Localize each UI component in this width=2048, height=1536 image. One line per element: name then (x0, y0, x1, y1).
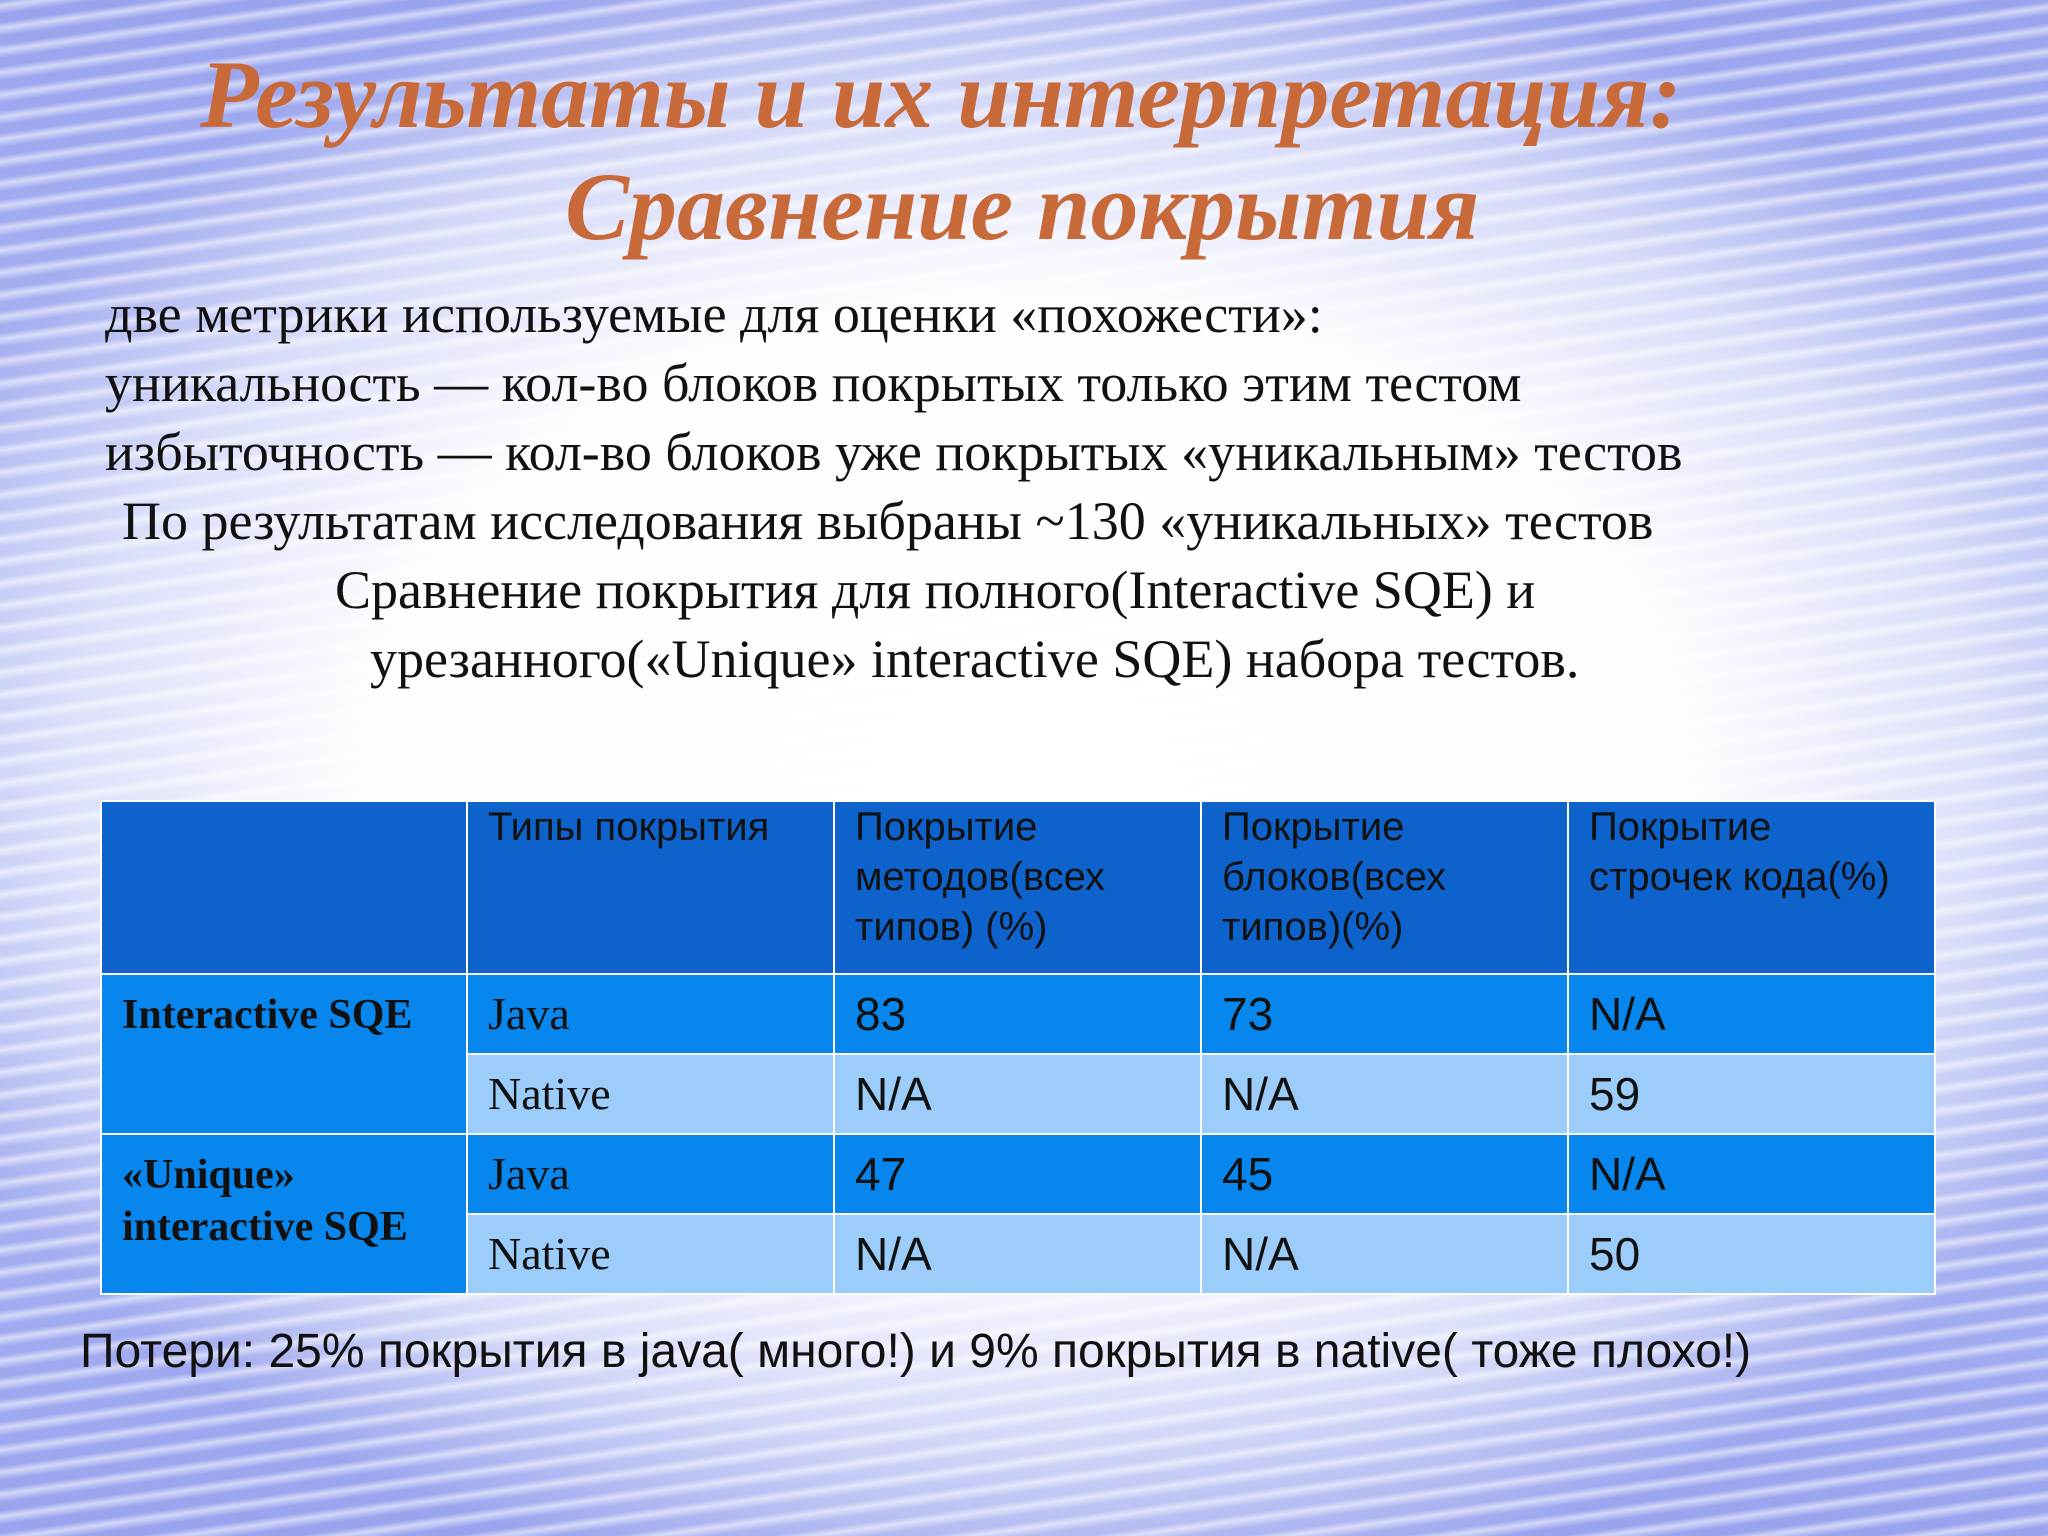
body-text-line: урезанного(«Unique» interactive SQE) наб… (370, 629, 1580, 689)
footer-summary: Потери: 25% покрытия в java( много!) и 9… (80, 1325, 1752, 1378)
table-row: Native N/A N/A 50 (101, 1213, 1936, 1295)
methods-cell: 83 (833, 973, 1202, 1055)
type-cell: Native (466, 1213, 835, 1295)
methods-cell: N/A (833, 1053, 1202, 1135)
blocks-cell: 73 (1200, 973, 1569, 1055)
table-row: Interactive SQE Java 83 73 N/A (100, 973, 1936, 1135)
table-row: Native N/A N/A 59 (101, 1053, 1936, 1135)
group-label-interactive-sqe: Interactive SQE (100, 973, 468, 1135)
slide-title-line2: Сравнение покрытия (565, 153, 1480, 260)
slide-title-line1: Результаты и их интерпретация: (200, 41, 1682, 148)
body-text-line: Сравнение покрытия для полного(Interacti… (335, 560, 1536, 620)
header-cell-blank (100, 800, 468, 975)
lines-cell: N/A (1567, 1133, 1936, 1215)
group-label-unique-sqe: «Unique» interactive SQE (100, 1133, 468, 1295)
table-header-row: Типы покрытия Покрытие методов(всех типо… (100, 800, 1936, 975)
type-cell: Native (466, 1053, 835, 1135)
header-cell-methods: Покрытие методов(всех типов) (%) (833, 800, 1202, 975)
header-cell-lines: Покрытие строчек кода(%) (1567, 800, 1936, 975)
methods-cell: N/A (833, 1213, 1202, 1295)
body-text-line: По результатам исследования выбраны ~130… (122, 491, 1654, 551)
header-cell-blocks: Покрытие блоков(всех типов)(%) (1200, 800, 1569, 975)
blocks-cell: N/A (1200, 1213, 1569, 1295)
body-text-line: избыточность — кол-во блоков уже покрыты… (105, 422, 1683, 482)
body-text-line: уникальность — кол-во блоков покрытых то… (105, 353, 1522, 413)
type-cell: Java (466, 973, 835, 1055)
lines-cell: N/A (1567, 973, 1936, 1055)
type-cell: Java (466, 1133, 835, 1215)
coverage-table: Типы покрытия Покрытие методов(всех типо… (100, 800, 1936, 1295)
header-cell-types: Типы покрытия (466, 800, 835, 975)
lines-cell: 59 (1567, 1053, 1936, 1135)
table-row: «Unique» interactive SQE Java 47 45 N/A (100, 1133, 1936, 1295)
body-text-line: две метрики используемые для оценки «пох… (105, 284, 1323, 344)
blocks-cell: N/A (1200, 1053, 1569, 1135)
blocks-cell: 45 (1200, 1133, 1569, 1215)
lines-cell: 50 (1567, 1213, 1936, 1295)
methods-cell: 47 (833, 1133, 1202, 1215)
